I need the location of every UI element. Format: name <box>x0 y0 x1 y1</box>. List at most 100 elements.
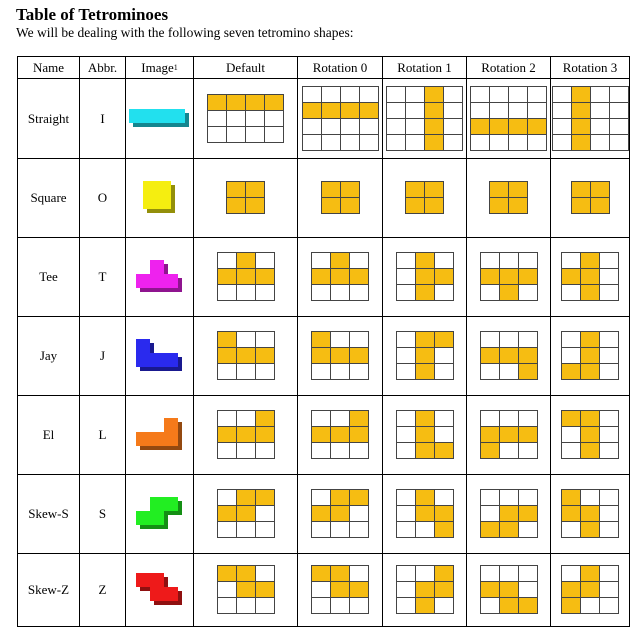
empty-cell <box>562 348 581 364</box>
filled-cell <box>350 348 369 364</box>
grid-jay-rotation-3 <box>561 331 619 380</box>
piece-rotation-2-cell <box>467 316 551 395</box>
empty-cell <box>312 253 331 269</box>
table-row: Straight I <box>18 79 629 159</box>
empty-cell <box>518 443 538 459</box>
skew-z-piece-image <box>135 572 182 605</box>
piece-abbr-cell: O <box>80 158 126 237</box>
grid-straight-rotation-0 <box>301 86 379 151</box>
empty-cell <box>480 364 500 380</box>
empty-cell <box>236 443 256 459</box>
empty-cell <box>246 127 265 143</box>
grid-straight-rotation-3 <box>551 86 629 151</box>
filled-cell <box>480 269 500 285</box>
empty-cell <box>312 598 331 614</box>
empty-cell <box>600 522 619 538</box>
filled-cell <box>415 285 435 301</box>
filled-cell <box>581 253 600 269</box>
piece-name: Skew-Z <box>27 581 70 597</box>
empty-cell <box>480 506 500 522</box>
filled-cell <box>340 182 360 198</box>
piece-rotation-1-cell <box>383 158 467 237</box>
filled-cell <box>312 427 331 443</box>
filled-cell <box>581 522 600 538</box>
empty-cell <box>312 522 331 538</box>
filled-cell <box>208 95 227 111</box>
grid-skew-s-rotation-1 <box>395 489 454 538</box>
table-header-row: Name Abbr. Image 1 Default Rotation 0 Rot… <box>18 57 629 79</box>
filled-cell <box>425 103 444 119</box>
filled-cell <box>581 443 600 459</box>
empty-cell <box>600 269 619 285</box>
grid-skew-z-rotation-3 <box>561 565 619 614</box>
header-rotation-0: Rotation 0 <box>298 57 383 78</box>
filled-cell <box>415 348 435 364</box>
empty-cell <box>396 253 416 269</box>
page-title: Table of Tetrominoes <box>16 5 169 24</box>
filled-cell <box>581 285 600 301</box>
filled-cell <box>331 566 350 582</box>
filled-cell <box>581 364 600 380</box>
piece-name: Tee <box>39 268 58 284</box>
header-image: Image 1 <box>126 57 194 78</box>
header-image-label: Image <box>141 59 174 75</box>
empty-cell <box>490 135 509 151</box>
filled-cell <box>350 411 369 427</box>
empty-cell <box>590 135 610 151</box>
empty-cell <box>255 253 275 269</box>
filled-cell <box>425 87 444 103</box>
filled-cell <box>434 566 454 582</box>
empty-cell <box>528 103 547 119</box>
empty-cell <box>600 490 619 506</box>
empty-cell <box>518 490 538 506</box>
empty-cell <box>396 506 416 522</box>
empty-cell <box>255 522 275 538</box>
empty-cell <box>236 522 256 538</box>
piece-abbr: I <box>100 110 105 126</box>
piece-abbr: T <box>98 268 107 284</box>
piece-default-cell <box>194 237 298 316</box>
piece-abbr-cell: J <box>80 316 126 395</box>
empty-cell <box>387 119 406 135</box>
piece-image-cell <box>126 158 194 237</box>
filled-cell <box>562 364 581 380</box>
empty-cell <box>609 119 629 135</box>
grid-straight-rotation-1 <box>386 86 463 151</box>
empty-cell <box>350 332 369 348</box>
filled-cell <box>590 182 610 198</box>
piece-abbr: J <box>99 347 106 363</box>
empty-cell <box>444 103 463 119</box>
empty-cell <box>434 598 454 614</box>
empty-cell <box>387 87 406 103</box>
piece-rotation-0-cell <box>298 79 383 158</box>
grid-skew-s-rotation-3 <box>561 489 619 538</box>
empty-cell <box>331 598 350 614</box>
piece-rotation-3-cell <box>551 316 629 395</box>
filled-cell <box>331 582 350 598</box>
piece-name: Skew-S <box>28 505 69 521</box>
empty-cell <box>562 566 581 582</box>
grid-jay-rotation-2 <box>479 331 538 380</box>
empty-cell <box>434 411 454 427</box>
filled-cell <box>518 348 538 364</box>
empty-cell <box>581 598 600 614</box>
piece-rotation-3-cell <box>551 395 629 474</box>
filled-cell <box>415 411 435 427</box>
filled-cell <box>571 87 591 103</box>
empty-cell <box>217 285 237 301</box>
filled-cell <box>415 332 435 348</box>
filled-cell <box>425 198 444 214</box>
grid-square-rotation-0 <box>320 181 360 214</box>
el-piece-image <box>135 417 182 450</box>
empty-cell <box>350 506 369 522</box>
header-abbr-label: Abbr. <box>87 59 118 75</box>
piece-rotation-2-cell <box>467 553 551 626</box>
empty-cell <box>600 411 619 427</box>
piece-default-cell <box>194 474 298 553</box>
empty-cell <box>552 135 572 151</box>
filled-cell <box>415 253 435 269</box>
filled-cell <box>499 285 519 301</box>
filled-cell <box>518 427 538 443</box>
empty-cell <box>600 427 619 443</box>
empty-cell <box>331 285 350 301</box>
